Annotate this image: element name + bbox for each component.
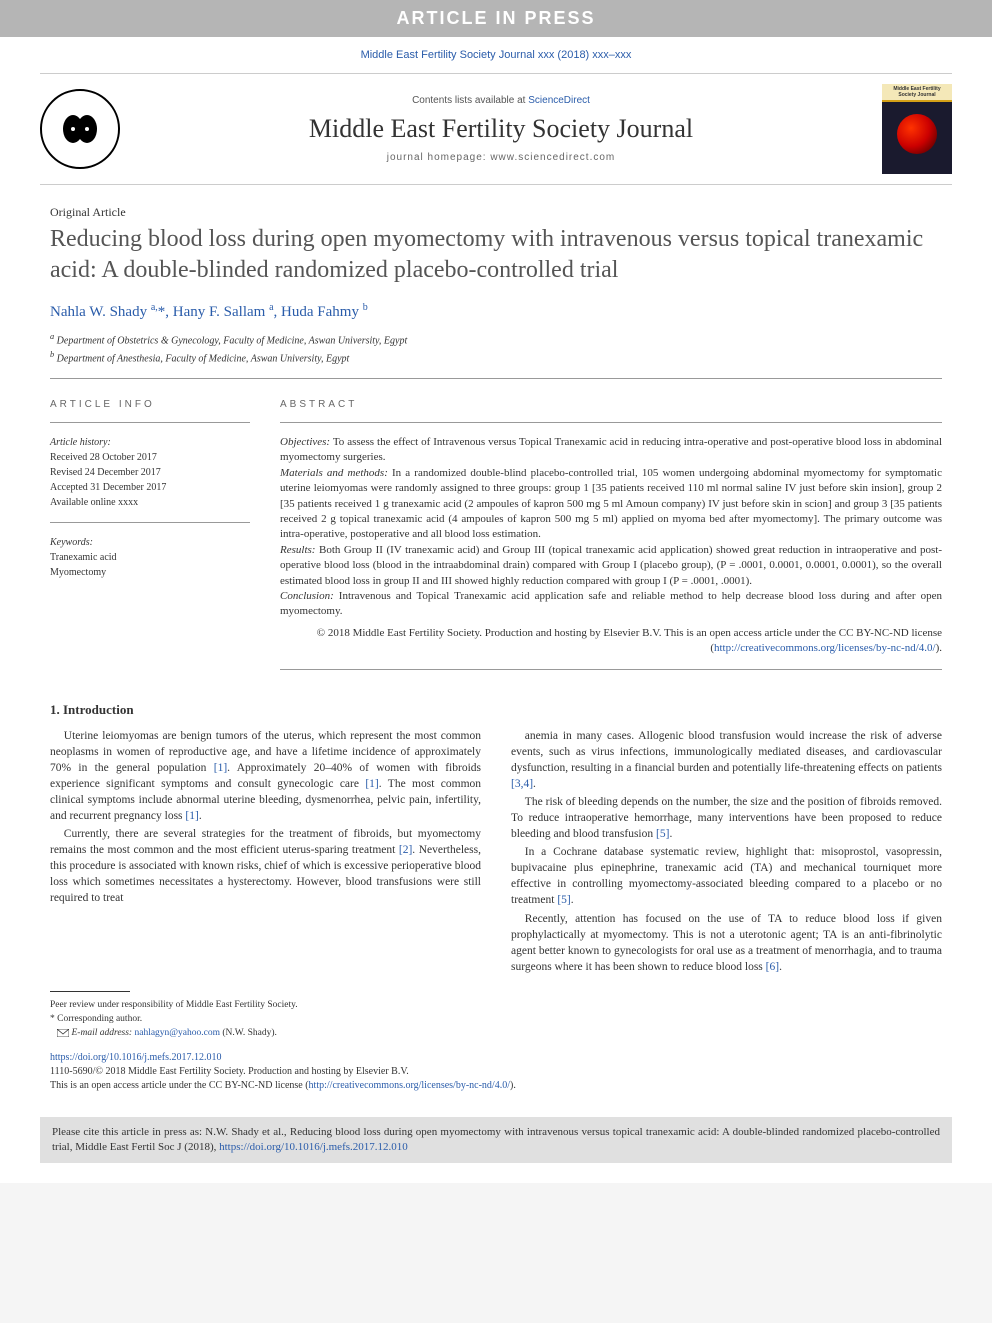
ref-link[interactable]: [1] bbox=[214, 762, 227, 774]
doi-block: https://doi.org/10.1016/j.mefs.2017.12.0… bbox=[50, 1051, 942, 1093]
footnote-separator bbox=[50, 991, 130, 992]
article-in-press-banner: ARTICLE IN PRESS bbox=[0, 0, 992, 37]
ref-link[interactable]: [1] bbox=[185, 810, 198, 822]
footnotes: Peer review under responsibility of Midd… bbox=[50, 998, 942, 1041]
divider bbox=[50, 422, 250, 423]
journal-header: Contents lists available at ScienceDirec… bbox=[40, 73, 952, 185]
abstract-label: ABSTRACT bbox=[280, 399, 942, 410]
journal-name: Middle East Fertility Society Journal bbox=[140, 114, 862, 144]
ref-link[interactable]: [2] bbox=[399, 844, 412, 856]
affiliation-a: a Department of Obstetrics & Gynecology,… bbox=[50, 331, 942, 348]
ref-link[interactable]: [6] bbox=[766, 961, 779, 973]
abstract-objectives-label: Objectives: bbox=[280, 436, 330, 448]
email-link[interactable]: nahlagyn@yahoo.com bbox=[134, 1028, 220, 1038]
history-heading: Article history: bbox=[50, 435, 250, 450]
keywords-heading: Keywords: bbox=[50, 535, 250, 550]
cc-license-link[interactable]: http://creativecommons.org/licenses/by-n… bbox=[309, 1080, 510, 1091]
abstract-methods-label: Materials and methods: bbox=[280, 467, 388, 479]
article-title: Reducing blood loss during open myomecto… bbox=[50, 224, 942, 286]
peer-review-note: Peer review under responsibility of Midd… bbox=[50, 998, 942, 1012]
header-center: Contents lists available at ScienceDirec… bbox=[140, 95, 862, 163]
abstract-column: ABSTRACT Objectives: To assess the effec… bbox=[280, 399, 942, 681]
article-type: Original Article bbox=[50, 205, 942, 220]
license-suffix: ). bbox=[510, 1080, 516, 1091]
email-label: E-mail address: bbox=[72, 1028, 133, 1038]
citation-header: Middle East Fertility Society Journal xx… bbox=[0, 37, 992, 67]
article-history: Article history: Received 28 October 201… bbox=[50, 435, 250, 510]
article-info-label: ARTICLE INFO bbox=[50, 399, 250, 410]
sciencedirect-link[interactable]: ScienceDirect bbox=[528, 95, 590, 106]
divider bbox=[280, 669, 942, 670]
article-info-column: ARTICLE INFO Article history: Received 2… bbox=[50, 399, 250, 681]
article-content: Original Article Reducing blood loss dur… bbox=[0, 185, 992, 1103]
history-received: Received 28 October 2017 bbox=[50, 450, 250, 465]
section-1-heading: 1. Introduction bbox=[50, 702, 942, 718]
keyword: Tranexamic acid bbox=[50, 550, 250, 565]
ref-link[interactable]: [5] bbox=[557, 894, 570, 906]
paragraph: Uterine leiomyomas are benign tumors of … bbox=[50, 728, 481, 825]
cite-text: Please cite this article in press as: N.… bbox=[52, 1126, 940, 1153]
contents-prefix: Contents lists available at bbox=[412, 95, 528, 106]
abstract-copyright: © 2018 Middle East Fertility Society. Pr… bbox=[280, 626, 942, 657]
history-revised: Revised 24 December 2017 bbox=[50, 465, 250, 480]
corresponding-author-note: * Corresponding author. bbox=[50, 1012, 942, 1026]
keyword: Myomectomy bbox=[50, 565, 250, 580]
ref-link[interactable]: [3,4] bbox=[511, 778, 533, 790]
page: ARTICLE IN PRESS Middle East Fertility S… bbox=[0, 0, 992, 1183]
doi-link[interactable]: https://doi.org/10.1016/j.mefs.2017.12.0… bbox=[50, 1052, 221, 1063]
homepage-line: journal homepage: www.sciencedirect.com bbox=[140, 152, 862, 163]
affiliations: a Department of Obstetrics & Gynecology,… bbox=[50, 331, 942, 366]
abstract-objectives: To assess the effect of Intravenous vers… bbox=[280, 436, 942, 463]
divider bbox=[280, 422, 942, 423]
divider bbox=[50, 378, 942, 379]
body-text: Uterine leiomyomas are benign tumors of … bbox=[50, 728, 942, 977]
abstract-conclusion: Intravenous and Topical Tranexamic acid … bbox=[280, 590, 942, 617]
cover-label: Middle East Fertility Society Journal bbox=[884, 86, 950, 98]
logo-icon bbox=[55, 104, 105, 154]
contents-line: Contents lists available at ScienceDirec… bbox=[140, 95, 862, 106]
abstract-text: Objectives: To assess the effect of Intr… bbox=[280, 435, 942, 620]
divider bbox=[50, 522, 250, 523]
paragraph: Recently, attention has focused on the u… bbox=[511, 911, 942, 975]
authors: Nahla W. Shady a,*, Hany F. Sallam a, Hu… bbox=[50, 302, 942, 321]
copyright-close: ). bbox=[936, 642, 942, 654]
paragraph: anemia in many cases. Allogenic blood tr… bbox=[511, 728, 942, 792]
cc-license-link[interactable]: http://creativecommons.org/licenses/by-n… bbox=[714, 642, 936, 654]
email-line: E-mail address: nahlagyn@yahoo.com (N.W.… bbox=[50, 1026, 942, 1040]
cite-doi-link[interactable]: https://doi.org/10.1016/j.mefs.2017.12.0… bbox=[219, 1141, 408, 1153]
license-prefix: This is an open access article under the… bbox=[50, 1080, 309, 1091]
ref-link[interactable]: [1] bbox=[365, 778, 378, 790]
society-logo bbox=[40, 89, 120, 169]
keywords-block: Keywords: Tranexamic acid Myomectomy bbox=[50, 535, 250, 580]
ref-link[interactable]: [5] bbox=[656, 828, 669, 840]
paragraph: In a Cochrane database systematic review… bbox=[511, 844, 942, 908]
abstract-conclusion-label: Conclusion: bbox=[280, 590, 334, 602]
info-abstract-row: ARTICLE INFO Article history: Received 2… bbox=[50, 399, 942, 681]
abstract-results-label: Results: bbox=[280, 544, 315, 556]
email-author-name: (N.W. Shady). bbox=[220, 1028, 277, 1038]
email-icon bbox=[57, 1029, 69, 1037]
abstract-results: Both Group II (IV tranexamic acid) and G… bbox=[280, 544, 942, 587]
history-online: Available online xxxx bbox=[50, 495, 250, 510]
journal-cover-thumbnail: Middle East Fertility Society Journal bbox=[882, 84, 952, 174]
issn-copyright: 1110-5690/© 2018 Middle East Fertility S… bbox=[50, 1066, 409, 1077]
paragraph: The risk of bleeding depends on the numb… bbox=[511, 794, 942, 842]
paragraph: Currently, there are several strategies … bbox=[50, 826, 481, 906]
history-accepted: Accepted 31 December 2017 bbox=[50, 480, 250, 495]
citation-box: Please cite this article in press as: N.… bbox=[40, 1117, 952, 1164]
affiliation-b: b Department of Anesthesia, Faculty of M… bbox=[50, 349, 942, 366]
